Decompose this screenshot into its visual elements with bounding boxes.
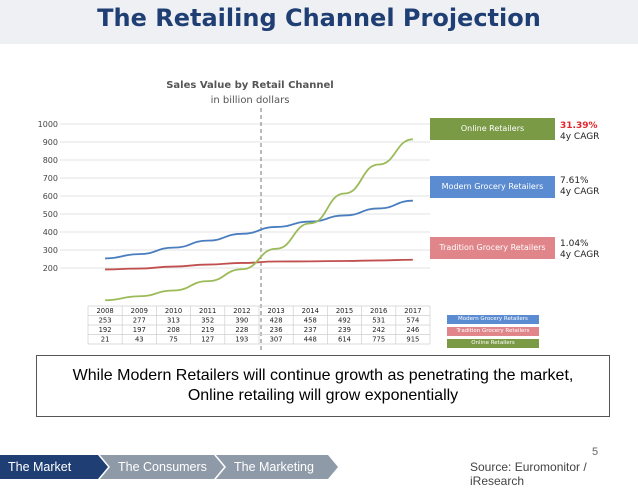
table-legend-online-label: Online Retailers bbox=[471, 340, 515, 346]
cagr-online-label: 4y CAGR bbox=[560, 132, 600, 142]
source-note: Source: Euromonitor / iResearch bbox=[470, 460, 587, 488]
table-value: 390 bbox=[235, 317, 248, 325]
table-legend-traditional-label: Tradition Grocery Retailers bbox=[456, 328, 530, 334]
table-year: 2012 bbox=[233, 307, 250, 315]
legend-modern: Modern Grocery Retailers bbox=[430, 176, 555, 198]
cagr-modern-label: 4y CAGR bbox=[560, 187, 600, 197]
page-number: 5 bbox=[592, 446, 599, 458]
cagr-traditional-label: 4y CAGR bbox=[560, 250, 600, 260]
table-value: 428 bbox=[270, 317, 283, 325]
legend-online: Online Retailers bbox=[430, 118, 555, 140]
table-year: 2010 bbox=[165, 307, 182, 315]
series-line-2 bbox=[105, 138, 414, 302]
legend-traditional-label: Tradition Grocery Retailers bbox=[439, 243, 546, 252]
table-value: 253 bbox=[99, 317, 112, 325]
page-title: The Retailing Channel Projection bbox=[97, 4, 541, 32]
nav-item-market[interactable]: The Market bbox=[8, 460, 72, 474]
table-value: 75 bbox=[169, 336, 178, 344]
table-value: 531 bbox=[372, 317, 385, 325]
legend-online-label: Online Retailers bbox=[460, 124, 525, 133]
table-legend-online: Online Retailers bbox=[447, 339, 539, 348]
nav-shape-market bbox=[0, 455, 108, 479]
y-tick-label: 300 bbox=[43, 246, 58, 255]
table-value: 242 bbox=[372, 326, 385, 334]
cagr-traditional-pct: 1.04% bbox=[560, 239, 589, 249]
table-value: 219 bbox=[201, 326, 214, 334]
nav-background bbox=[0, 455, 338, 479]
callout-box: While Modern Retailers will continue gro… bbox=[36, 355, 610, 417]
table-legend-modern-label: Modern Grocery Retailers bbox=[458, 316, 528, 322]
table-value: 197 bbox=[133, 326, 146, 334]
legend-traditional: Tradition Grocery Retailers bbox=[430, 237, 555, 259]
table-value: 21 bbox=[101, 336, 110, 344]
y-tick-label: 700 bbox=[43, 174, 58, 183]
table-value: 307 bbox=[270, 336, 283, 344]
table-value: 915 bbox=[406, 336, 419, 344]
table-value: 246 bbox=[406, 326, 419, 334]
nav-item-consumers[interactable]: The Consumers bbox=[118, 460, 207, 474]
cagr-online-pct: 31.39% bbox=[560, 121, 598, 131]
callout-line-2: Online retailing will grow exponentially bbox=[187, 387, 459, 404]
table-year: 2017 bbox=[404, 307, 421, 315]
table-value: 277 bbox=[133, 317, 146, 325]
legend-modern-label: Modern Grocery Retailers bbox=[441, 182, 544, 191]
table-value: 193 bbox=[235, 336, 248, 344]
table-value: 43 bbox=[135, 336, 144, 344]
table-year: 2013 bbox=[267, 307, 284, 315]
table-value: 208 bbox=[167, 326, 180, 334]
y-tick-label: 500 bbox=[43, 210, 58, 219]
y-tick-label: 200 bbox=[43, 264, 58, 273]
table-value: 237 bbox=[304, 326, 317, 334]
table-value: 127 bbox=[201, 336, 214, 344]
table-value: 574 bbox=[406, 317, 419, 325]
table-value: 458 bbox=[304, 317, 317, 325]
table-legend-modern: Modern Grocery Retailers bbox=[447, 315, 539, 324]
nav-shape-marketing bbox=[216, 455, 338, 479]
table-year: 2011 bbox=[199, 307, 216, 315]
table-year: 2008 bbox=[96, 307, 113, 315]
y-tick-label: 1000 bbox=[38, 120, 58, 129]
y-tick-label: 400 bbox=[43, 228, 58, 237]
table-value: 313 bbox=[167, 317, 180, 325]
table-value: 448 bbox=[304, 336, 317, 344]
cagr-modern-pct: 7.61% bbox=[560, 176, 589, 186]
chart-title: Sales Value by Retail Channel bbox=[166, 80, 334, 91]
callout-line-1: While Modern Retailers will continue gro… bbox=[72, 367, 574, 384]
table-year: 2014 bbox=[302, 307, 319, 315]
table-value: 228 bbox=[235, 326, 248, 334]
table-year: 2009 bbox=[131, 307, 148, 315]
table-value: 352 bbox=[201, 317, 214, 325]
cagr-traditional: 1.04% 4y CAGR bbox=[560, 239, 599, 261]
cagr-online: 31.39% 4y CAGR bbox=[560, 121, 599, 143]
table-year: 2016 bbox=[370, 307, 387, 315]
table-value: 192 bbox=[99, 326, 112, 334]
nav-shape-consumers bbox=[100, 455, 224, 479]
nav-item-marketing[interactable]: The Marketing bbox=[234, 460, 314, 474]
series-line-0 bbox=[105, 199, 413, 260]
y-tick-label: 800 bbox=[43, 156, 58, 165]
y-tick-label: 600 bbox=[43, 192, 58, 201]
table-value: 775 bbox=[372, 336, 385, 344]
table-value: 492 bbox=[338, 317, 351, 325]
table-year: 2015 bbox=[336, 307, 353, 315]
chart-subtitle: in billion dollars bbox=[210, 95, 290, 106]
table-value: 614 bbox=[338, 336, 351, 344]
table-legend-traditional: Tradition Grocery Retailers bbox=[447, 327, 539, 336]
title-bar bbox=[0, 0, 638, 44]
cagr-modern: 7.61% 4y CAGR bbox=[560, 176, 599, 198]
table-value: 239 bbox=[338, 326, 351, 334]
series-line-1 bbox=[105, 258, 413, 271]
table-value: 236 bbox=[270, 326, 283, 334]
y-tick-label: 900 bbox=[43, 138, 58, 147]
